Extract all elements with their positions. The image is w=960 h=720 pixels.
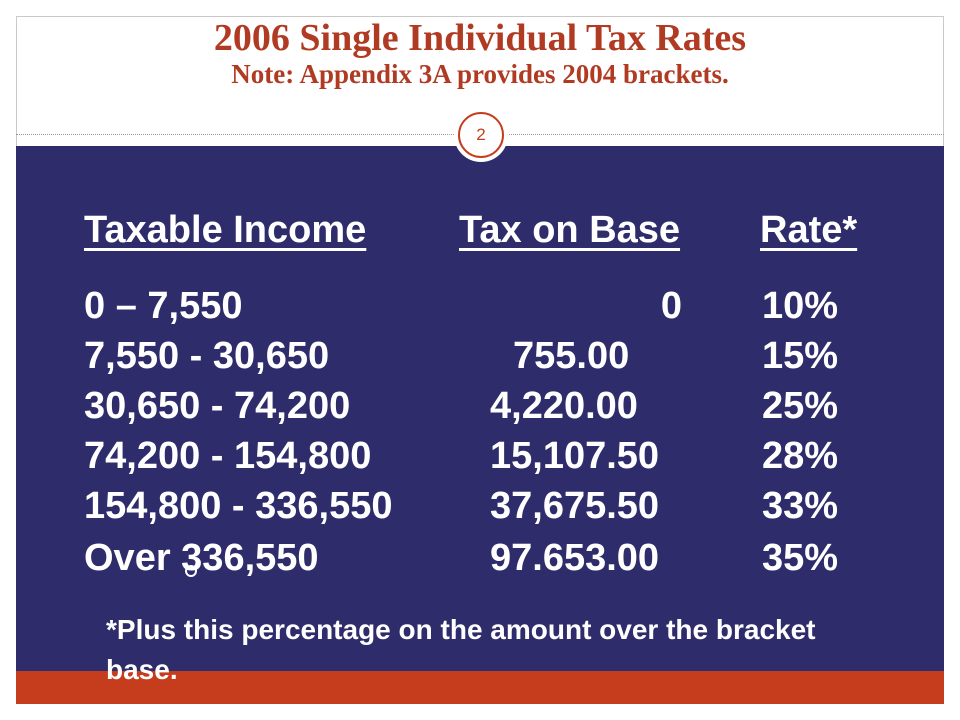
- row-6-income: Over 336,550: [84, 537, 319, 579]
- row-3-base: 4,220.00: [490, 385, 638, 427]
- content-panel: [16, 146, 944, 671]
- slide-title: 2006 Single Individual Tax Rates: [213, 17, 747, 59]
- slide-subtitle: Note: Appendix 3A provides 2004 brackets…: [231, 59, 729, 89]
- row-3-income: 30,650 - 74,200: [84, 385, 351, 427]
- row-5-rate: 33%: [762, 485, 839, 527]
- row-1-income: 0 – 7,550: [84, 285, 243, 327]
- row-5-base: 37,675.50: [490, 485, 660, 527]
- row-1-rate: 10%: [762, 285, 839, 327]
- row-3-rate: 25%: [762, 385, 839, 427]
- row-6-rate: 35%: [762, 537, 839, 579]
- header-tax-on-base: Tax on Base: [459, 209, 681, 251]
- title-area: 2006 Single Individual Tax Rates Note: A…: [16, 16, 944, 134]
- row-2-base: 755.00: [513, 335, 630, 377]
- header-rate: Rate*: [760, 209, 858, 251]
- header-taxable-income: Taxable Income: [84, 209, 367, 251]
- row-2-rate: 15%: [762, 335, 839, 377]
- row-6-base: 97.653.00: [490, 537, 660, 579]
- slide-number-badge: 2: [458, 112, 504, 158]
- row-4-income: 74,200 - 154,800: [84, 435, 372, 477]
- accent-bar: [16, 671, 944, 704]
- row-2-income: 7,550 - 30,650: [84, 335, 330, 377]
- footnote: *Plus this percentage on the amount over…: [106, 614, 816, 685]
- row-4-rate: 28%: [762, 435, 839, 477]
- row-5-income: 154,800 - 336,550: [84, 485, 393, 527]
- row-4-base: 15,107.50: [490, 435, 660, 477]
- row-1-base: 0: [660, 285, 682, 327]
- circle-mark-icon: [185, 565, 197, 577]
